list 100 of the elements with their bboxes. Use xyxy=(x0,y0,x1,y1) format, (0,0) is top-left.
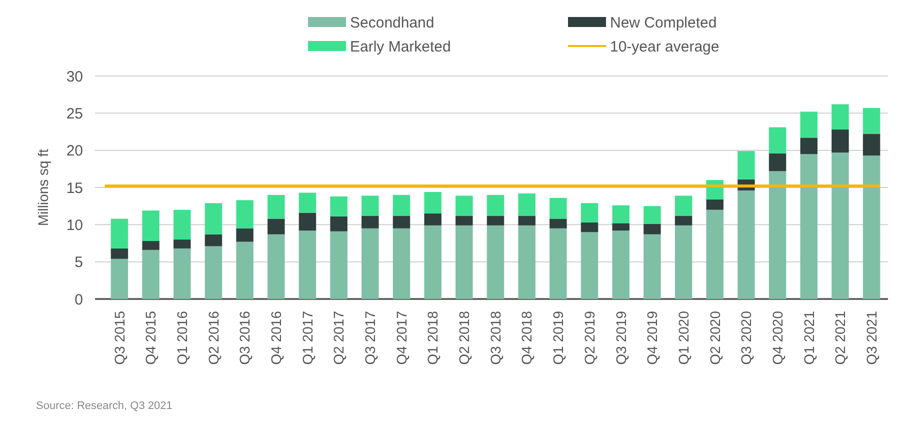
x-tick-label: Q2 2018 xyxy=(456,310,472,365)
x-tick-label: Q1 2020 xyxy=(675,310,692,365)
source-note: Source: Research, Q3 2021 xyxy=(36,400,172,412)
bar xyxy=(424,192,442,214)
bar xyxy=(550,228,567,299)
bar xyxy=(862,134,880,156)
x-tick-label: Q2 2019 xyxy=(581,310,598,365)
legend-label: 10-year average xyxy=(610,38,720,56)
bar xyxy=(330,231,348,299)
bar xyxy=(674,196,692,216)
bar xyxy=(580,203,598,222)
x-tick-label: Q4 2017 xyxy=(393,310,410,365)
y-tick-label: 25 xyxy=(66,105,83,122)
bar xyxy=(142,250,160,299)
bar xyxy=(800,154,818,299)
bar xyxy=(518,193,536,216)
bar xyxy=(174,210,191,240)
x-tick-label: Q2 2016 xyxy=(205,310,222,365)
bar xyxy=(674,225,692,299)
x-tick-label: Q2 2017 xyxy=(330,310,347,365)
bar xyxy=(204,203,222,234)
bar xyxy=(204,234,222,246)
y-tick-label: 0 xyxy=(74,291,83,308)
bar xyxy=(738,190,755,299)
bar xyxy=(424,214,442,226)
bar xyxy=(204,246,222,299)
x-tick-label: Q1 2019 xyxy=(550,310,566,365)
bar xyxy=(800,112,818,138)
bar xyxy=(550,198,567,219)
bar xyxy=(362,228,379,299)
y-tick-label: 20 xyxy=(66,142,83,160)
bar xyxy=(392,228,410,299)
x-tick-label: Q3 2017 xyxy=(362,310,378,365)
bar xyxy=(268,234,285,299)
y-tick-label: 5 xyxy=(74,254,83,272)
bar xyxy=(330,196,348,216)
x-tick-label: Q4 2016 xyxy=(268,310,284,365)
bar xyxy=(832,104,849,130)
bar xyxy=(550,218,567,228)
bar xyxy=(456,225,473,299)
x-tick-label: Q4 2018 xyxy=(518,310,535,365)
x-tick-label: Q4 2019 xyxy=(644,310,660,365)
bar xyxy=(298,192,316,213)
bar xyxy=(862,156,880,299)
x-tick-label: Q1 2016 xyxy=(174,310,190,365)
bar xyxy=(644,206,661,224)
bar xyxy=(392,216,410,228)
x-tick-label: Q2 2020 xyxy=(706,310,723,365)
x-tick-label: Q4 2020 xyxy=(769,310,786,365)
x-tick-label: Q2 2021 xyxy=(832,310,848,365)
bar xyxy=(424,225,442,299)
legend-label: Secondhand xyxy=(350,14,434,32)
bar xyxy=(110,218,128,248)
bar xyxy=(738,151,755,180)
bar xyxy=(236,228,254,242)
bar xyxy=(298,230,316,299)
bar xyxy=(392,194,410,216)
x-tick-label: Q1 2018 xyxy=(424,310,441,365)
bar xyxy=(612,205,630,224)
y-axis-title: Millions sq ft xyxy=(35,148,51,226)
x-tick-label: Q3 2021 xyxy=(863,310,880,365)
bar xyxy=(768,127,786,154)
bar xyxy=(706,210,724,299)
x-tick-label: Q3 2016 xyxy=(236,310,253,365)
bar xyxy=(236,200,254,228)
legend-label: New Completed xyxy=(610,14,717,32)
y-tick-label: 15 xyxy=(66,180,83,197)
bar xyxy=(362,216,379,228)
y-tick-label: 10 xyxy=(66,216,83,234)
y-tick-label: 30 xyxy=(66,68,83,86)
bar xyxy=(580,232,598,299)
bar xyxy=(110,248,128,259)
bar xyxy=(862,108,880,134)
bar xyxy=(268,194,285,219)
bar xyxy=(486,225,504,299)
bar xyxy=(832,152,849,299)
bar xyxy=(644,224,661,234)
bar xyxy=(612,223,630,231)
bar xyxy=(518,225,536,299)
bar xyxy=(110,258,128,299)
bar xyxy=(800,138,818,154)
legend-label: Early Marketed xyxy=(350,38,451,56)
bar xyxy=(768,153,786,172)
bar xyxy=(486,216,504,226)
bar xyxy=(298,212,316,231)
x-tick-label: Q1 2017 xyxy=(299,310,316,365)
bar xyxy=(674,216,692,226)
bar xyxy=(362,196,379,216)
bar xyxy=(142,210,160,242)
bar xyxy=(706,199,724,210)
bar xyxy=(330,216,348,232)
x-tick-label: Q1 2021 xyxy=(800,310,817,365)
bar xyxy=(518,216,536,226)
bar xyxy=(644,234,661,299)
bar xyxy=(486,194,504,216)
x-tick-label: Q4 2015 xyxy=(142,310,159,365)
x-tick-label: Q3 2018 xyxy=(487,310,504,365)
bar xyxy=(832,130,849,153)
bar xyxy=(580,222,598,232)
bar xyxy=(768,171,786,299)
